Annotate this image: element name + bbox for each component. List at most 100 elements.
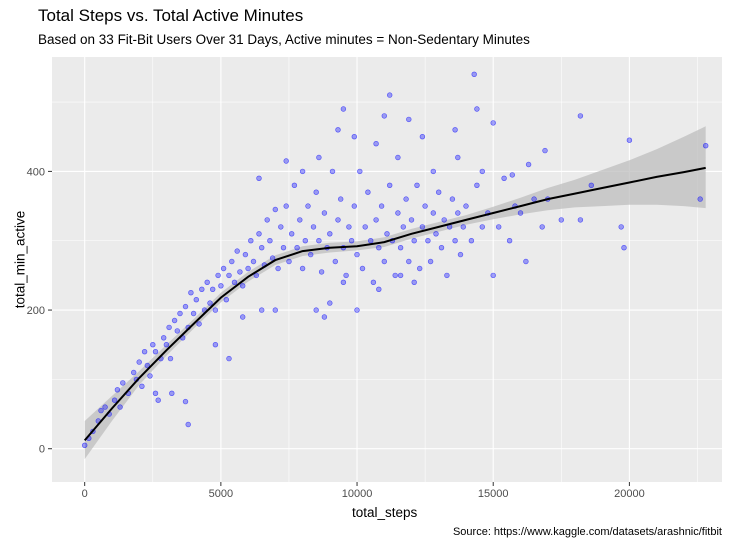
data-point xyxy=(291,182,298,189)
y-axis-label: total_min_active xyxy=(12,210,28,309)
data-point xyxy=(444,272,450,279)
x-tick-label: 0 xyxy=(82,488,88,500)
data-point xyxy=(525,161,532,168)
data-point xyxy=(542,147,548,154)
y-tick-label: 200 xyxy=(27,305,45,317)
data-point xyxy=(280,245,287,251)
data-point xyxy=(163,342,170,348)
data-point xyxy=(193,297,200,303)
data-point xyxy=(449,196,456,202)
data-point xyxy=(430,168,436,175)
data-point xyxy=(335,127,341,133)
data-point xyxy=(381,113,387,119)
data-point xyxy=(139,383,145,389)
data-point xyxy=(340,279,347,285)
confidence-ribbon-layer xyxy=(84,126,706,460)
data-point xyxy=(240,283,246,289)
data-point xyxy=(152,390,159,396)
data-point xyxy=(384,231,390,237)
data-point xyxy=(370,279,377,285)
data-point xyxy=(365,189,371,195)
data-point xyxy=(81,442,88,448)
data-point xyxy=(376,286,382,292)
x-tick-label: 15000 xyxy=(478,488,509,500)
data-point xyxy=(215,272,221,279)
data-point xyxy=(182,398,189,405)
data-point xyxy=(351,203,357,209)
data-point xyxy=(621,245,627,251)
data-point xyxy=(351,134,357,140)
data-point xyxy=(523,258,529,265)
data-point xyxy=(406,116,412,123)
x-tick-label: 5000 xyxy=(209,488,233,500)
data-point xyxy=(155,397,161,403)
data-point xyxy=(242,251,249,258)
data-point xyxy=(269,255,276,261)
data-point xyxy=(474,182,480,189)
data-point xyxy=(117,404,123,410)
data-point xyxy=(387,182,393,189)
data-point xyxy=(329,168,336,175)
data-point xyxy=(501,175,507,182)
data-point xyxy=(321,210,328,216)
data-point xyxy=(539,224,545,230)
data-point xyxy=(316,154,322,161)
data-point xyxy=(256,231,262,237)
data-point xyxy=(171,317,178,324)
data-point xyxy=(441,217,447,223)
data-point xyxy=(152,349,159,355)
data-point xyxy=(237,269,243,275)
data-point xyxy=(373,217,379,223)
data-point xyxy=(253,272,259,279)
data-point xyxy=(417,265,423,272)
data-point xyxy=(294,245,300,251)
data-point xyxy=(490,120,496,126)
data-point xyxy=(577,113,584,119)
data-point xyxy=(199,286,205,292)
data-point xyxy=(190,310,197,317)
data-point xyxy=(452,127,458,133)
data-point xyxy=(378,203,385,209)
data-point xyxy=(403,196,409,202)
data-point xyxy=(220,265,227,272)
data-point xyxy=(272,206,278,213)
x-tick-label: 20000 xyxy=(614,488,645,500)
data-point xyxy=(419,134,426,140)
data-point xyxy=(111,397,118,403)
data-point xyxy=(210,286,216,292)
data-point xyxy=(338,196,344,202)
data-point xyxy=(144,362,151,369)
data-point xyxy=(490,272,496,279)
data-point xyxy=(321,314,328,320)
data-point xyxy=(313,189,319,195)
data-point xyxy=(256,175,262,182)
data-point xyxy=(430,210,436,216)
data-point xyxy=(207,300,213,306)
grid xyxy=(52,57,722,482)
data-point xyxy=(362,224,368,230)
data-point xyxy=(169,390,175,396)
data-point xyxy=(588,182,594,189)
data-point xyxy=(506,238,513,244)
data-point xyxy=(332,258,338,265)
data-point xyxy=(250,258,257,265)
data-point xyxy=(120,380,126,386)
data-point xyxy=(131,369,137,376)
data-point xyxy=(408,217,415,223)
confidence-ribbon xyxy=(84,126,706,460)
data-point xyxy=(212,342,219,348)
data-point xyxy=(397,245,404,251)
axes-layer: 0 5000 10000 15000 20000 0 200 400 xyxy=(27,166,645,500)
data-point xyxy=(531,196,537,202)
data-point xyxy=(166,324,172,331)
y-tick-label: 400 xyxy=(27,166,45,178)
chart-subtitle: Based on 33 Fit-Bit Users Over 31 Days, … xyxy=(38,32,530,47)
data-point xyxy=(275,265,281,272)
data-point xyxy=(150,342,156,348)
data-point xyxy=(299,265,306,272)
data-point xyxy=(327,231,333,237)
data-point xyxy=(357,168,363,175)
data-point xyxy=(114,387,121,393)
data-point xyxy=(308,251,314,258)
